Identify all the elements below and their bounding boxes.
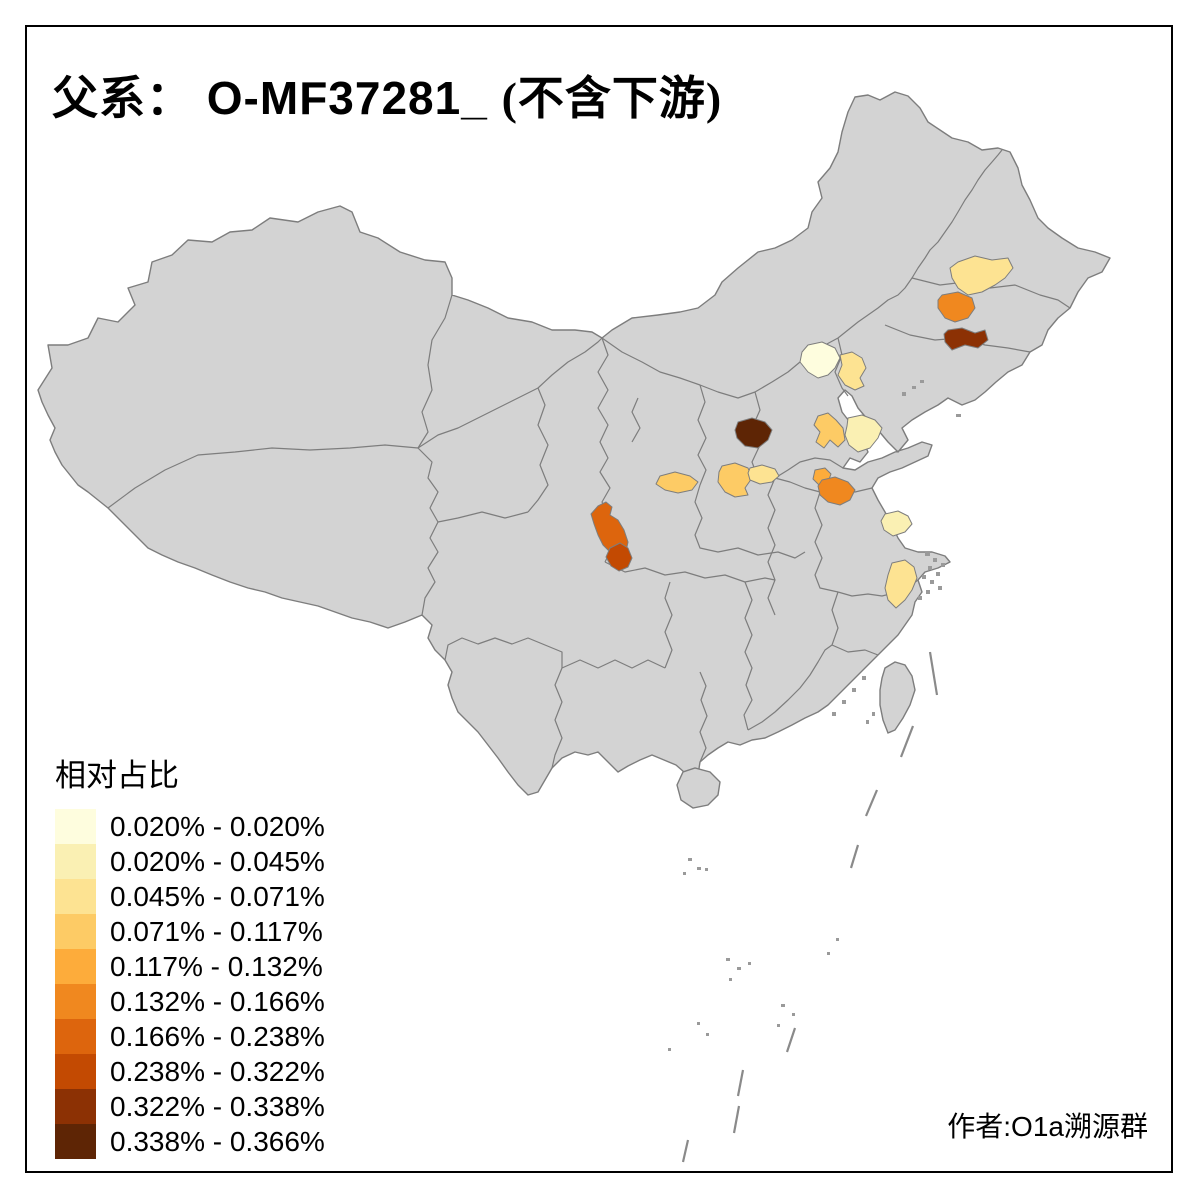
region-jiangsu-coast: [880, 510, 913, 537]
legend-label: 0.045% - 0.071%: [110, 880, 325, 912]
legend-swatch: [55, 949, 96, 984]
legend-swatch: [55, 1019, 96, 1054]
region-shandong-west: [813, 412, 846, 449]
region-henan-west: [717, 462, 753, 498]
region-tianjin: [837, 351, 867, 391]
highlighted-regions: [590, 255, 1014, 609]
legend-swatch: [55, 1054, 96, 1089]
region-beijing: [799, 341, 841, 379]
china-mainland: [37, 91, 1111, 799]
region-shandong-east: [844, 414, 883, 453]
legend-label: 0.020% - 0.020%: [110, 810, 325, 842]
taiwan-island: [879, 661, 916, 734]
legend-label: 0.132% - 0.166%: [110, 985, 325, 1017]
legend-row: 0.117% - 0.132%: [55, 949, 325, 984]
title-prefix: 父系：: [52, 73, 193, 124]
page-title: 父系： O-MF37281_ (不含下游): [52, 62, 722, 128]
legend: 相对占比 0.020% - 0.020% 0.020% - 0.045% 0.0…: [55, 750, 325, 1159]
legend-row: 0.322% - 0.338%: [55, 1089, 325, 1124]
legend-label: 0.238% - 0.322%: [110, 1055, 325, 1087]
legend-swatch: [55, 1124, 96, 1159]
legend-row: 0.020% - 0.045%: [55, 844, 325, 879]
legend-row: 0.338% - 0.366%: [55, 1124, 325, 1159]
region-jilin-central: [937, 291, 976, 323]
legend-swatch: [55, 879, 96, 914]
region-jilin-north: [949, 255, 1014, 296]
legend-row: 0.020% - 0.020%: [55, 809, 325, 844]
province-borders: [107, 149, 1071, 769]
legend-title: 相对占比: [55, 758, 179, 793]
author-credit: 作者:O1a溯源群: [947, 1111, 1148, 1142]
nine-dash-line: [681, 651, 939, 1163]
title-haplogroup-code: O-MF37281_: [193, 72, 502, 124]
title-suffix: (不含下游): [501, 73, 723, 124]
legend-row: 0.045% - 0.071%: [55, 879, 325, 914]
region-sichuan-south: [605, 542, 633, 572]
legend-label: 0.166% - 0.238%: [110, 1020, 325, 1052]
legend-row: 0.132% - 0.166%: [55, 984, 325, 1019]
legend-label: 0.338% - 0.366%: [110, 1125, 325, 1157]
region-shaanxi-central: [655, 471, 699, 494]
legend-label: 0.117% - 0.132%: [110, 950, 323, 982]
legend-swatch: [55, 914, 96, 949]
legend-swatch: [55, 844, 96, 879]
region-zhejiang-east: [884, 559, 918, 609]
legend-swatch: [55, 984, 96, 1019]
islets: [668, 380, 961, 1051]
hainan-island: [676, 767, 721, 809]
legend-label: 0.322% - 0.338%: [110, 1090, 325, 1122]
legend-row: 0.166% - 0.238%: [55, 1019, 325, 1054]
legend-swatch: [55, 1089, 96, 1124]
region-jilin-south: [943, 327, 989, 351]
legend-row: 0.071% - 0.117%: [55, 914, 325, 949]
legend-row: 0.238% - 0.322%: [55, 1054, 325, 1089]
region-jiangsu-north-b: [817, 476, 856, 506]
legend-label: 0.020% - 0.045%: [110, 845, 325, 877]
legend-swatch: [55, 809, 96, 844]
legend-label: 0.071% - 0.117%: [110, 915, 323, 947]
plot-frame-border: [25, 25, 1173, 1173]
region-henan-north: [747, 464, 780, 485]
region-shanxi-southeast: [734, 417, 773, 449]
